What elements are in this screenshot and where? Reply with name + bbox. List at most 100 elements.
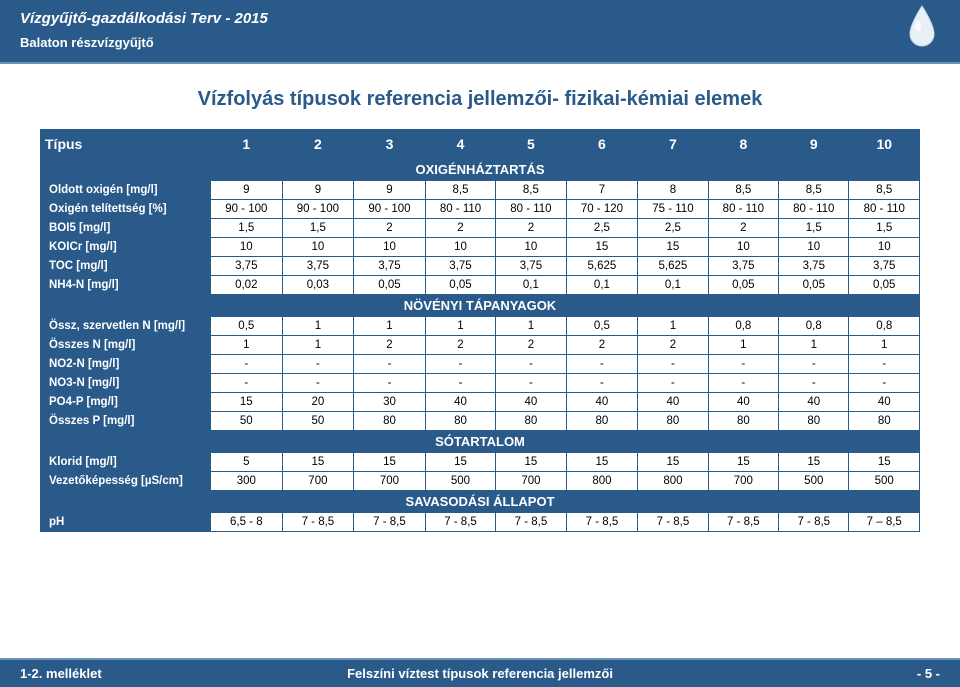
data-cell: - (282, 355, 354, 374)
col-header: 8 (708, 130, 778, 159)
data-cell: 0,1 (496, 276, 566, 295)
data-cell: 80 (779, 412, 849, 431)
section-row: SÓTARTALOM (41, 431, 920, 453)
data-cell: 40 (566, 393, 638, 412)
table-row: BOI5 [mg/l]1,51,52222,52,521,51,5 (41, 219, 920, 238)
data-cell: 90 - 100 (354, 200, 426, 219)
data-cell: 700 (354, 472, 426, 491)
data-cell: 50 (211, 412, 283, 431)
data-cell: 0,5 (211, 317, 283, 336)
data-cell: 20 (282, 393, 354, 412)
table-row: Oxigén telítettség [%]90 - 10090 - 10090… (41, 200, 920, 219)
data-cell: 15 (638, 453, 708, 472)
data-cell: 0,8 (849, 317, 920, 336)
data-cell: 0,03 (282, 276, 354, 295)
data-cell: 2 (354, 219, 426, 238)
table-row: Vezetőképesség [µS/cm]300700700500700800… (41, 472, 920, 491)
data-cell: 3,75 (849, 257, 920, 276)
data-cell: 0,05 (708, 276, 778, 295)
data-cell: 40 (708, 393, 778, 412)
table-row: TOC [mg/l]3,753,753,753,753,755,6255,625… (41, 257, 920, 276)
data-cell: 0,8 (708, 317, 778, 336)
data-cell: 5,625 (638, 257, 708, 276)
data-cell: 10 (708, 238, 778, 257)
data-cell: 70 - 120 (566, 200, 638, 219)
data-cell: 40 (849, 393, 920, 412)
data-cell: - (282, 374, 354, 393)
data-cell: 2,5 (566, 219, 638, 238)
data-cell: - (354, 355, 426, 374)
table-header-row: Típus12345678910 (41, 130, 920, 159)
data-cell: 8,5 (779, 181, 849, 200)
data-cell: 8,5 (496, 181, 566, 200)
data-cell: 7 - 8,5 (354, 513, 426, 532)
data-cell: 80 (354, 412, 426, 431)
table-row: NO2-N [mg/l]---------- (41, 355, 920, 374)
data-cell: 1 (425, 317, 495, 336)
data-cell: 0,05 (354, 276, 426, 295)
data-cell: 2 (496, 336, 566, 355)
data-cell: 75 - 110 (638, 200, 708, 219)
footer-center: Felszíni víztest típusok referencia jell… (0, 666, 960, 681)
data-cell: 1 (282, 336, 354, 355)
water-drop-icon (904, 4, 940, 52)
data-cell: 2 (496, 219, 566, 238)
data-cell: 500 (849, 472, 920, 491)
page-header: Vízgyűjtő-gazdálkodási Terv - 2015 Balat… (0, 0, 960, 64)
header-title: Vízgyűjtő-gazdálkodási Terv - 2015 (20, 10, 940, 27)
data-cell: 15 (566, 453, 638, 472)
data-cell: - (496, 355, 566, 374)
data-cell: 0,5 (566, 317, 638, 336)
footer-right: - 5 - (917, 666, 940, 681)
data-cell: 90 - 100 (211, 200, 283, 219)
data-cell: 0,05 (425, 276, 495, 295)
data-cell: 1,5 (211, 219, 283, 238)
data-cell: 30 (354, 393, 426, 412)
row-label: BOI5 [mg/l] (41, 219, 211, 238)
data-cell: 1 (708, 336, 778, 355)
data-cell: 7 - 8,5 (496, 513, 566, 532)
data-table: Típus12345678910OXIGÉNHÁZTARTÁSOldott ox… (40, 129, 920, 532)
data-cell: 300 (211, 472, 283, 491)
data-cell: 3,75 (425, 257, 495, 276)
row-label: Vezetőképesség [µS/cm] (41, 472, 211, 491)
data-cell: 15 (354, 453, 426, 472)
data-cell: 10 (425, 238, 495, 257)
section-row: NÖVÉNYI TÁPANYAGOK (41, 295, 920, 317)
data-cell: 1 (638, 317, 708, 336)
row-label: NO2-N [mg/l] (41, 355, 211, 374)
data-cell: - (566, 355, 638, 374)
table-row: PO4-P [mg/l]15203040404040404040 (41, 393, 920, 412)
data-cell: 3,75 (779, 257, 849, 276)
data-cell: 0,02 (211, 276, 283, 295)
page-footer: 1-2. melléklet Felszíni víztest típusok … (0, 658, 960, 687)
col-header: 2 (282, 130, 354, 159)
data-cell: 2 (638, 336, 708, 355)
section-row: SAVASODÁSI ÁLLAPOT (41, 491, 920, 513)
data-cell: 15 (566, 238, 638, 257)
data-cell: 10 (496, 238, 566, 257)
data-cell: 9 (354, 181, 426, 200)
data-cell: 40 (425, 393, 495, 412)
data-cell: - (779, 355, 849, 374)
row-label: Összes N [mg/l] (41, 336, 211, 355)
header-sub: Balaton részvízgyűjtő (20, 35, 940, 50)
data-cell: 0,05 (849, 276, 920, 295)
data-cell: 8,5 (425, 181, 495, 200)
footer-left: 1-2. melléklet (20, 666, 102, 681)
table-row: Összes P [mg/l]50508080808080808080 (41, 412, 920, 431)
data-cell: 8,5 (849, 181, 920, 200)
data-cell: 7 - 8,5 (566, 513, 638, 532)
data-cell: 40 (496, 393, 566, 412)
data-cell: 40 (638, 393, 708, 412)
row-label: Össz, szervetlen N [mg/l] (41, 317, 211, 336)
data-cell: 2 (354, 336, 426, 355)
row-label: TOC [mg/l] (41, 257, 211, 276)
data-cell: 500 (425, 472, 495, 491)
data-cell: - (708, 374, 778, 393)
data-cell: - (638, 374, 708, 393)
data-cell: 40 (779, 393, 849, 412)
data-cell: 6,5 - 8 (211, 513, 283, 532)
data-cell: 80 (425, 412, 495, 431)
content-area: Vízfolyás típusok referencia jellemzői- … (0, 64, 960, 658)
